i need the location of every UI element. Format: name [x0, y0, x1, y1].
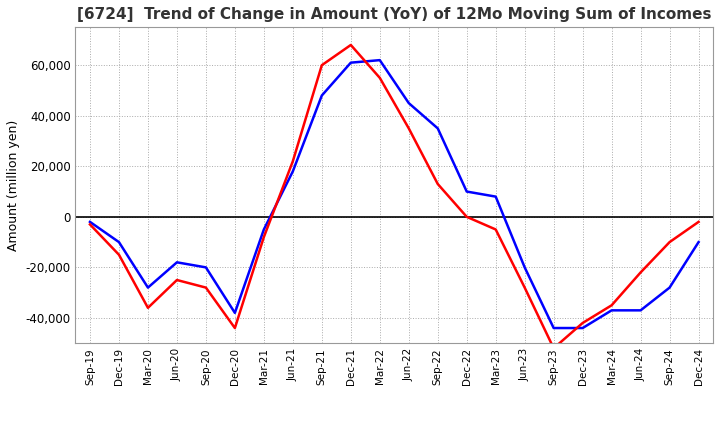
Net Income — [578, 320, 587, 326]
Net Income — [694, 219, 703, 224]
Net Income — [259, 235, 268, 240]
Line: Net Income: Net Income — [90, 45, 698, 348]
Ordinary Income — [578, 326, 587, 331]
Net Income — [289, 158, 297, 164]
Ordinary Income — [230, 310, 239, 315]
Net Income — [318, 62, 326, 68]
Ordinary Income — [405, 100, 413, 106]
Net Income — [491, 227, 500, 232]
Ordinary Income — [636, 308, 645, 313]
Ordinary Income — [143, 285, 152, 290]
Ordinary Income — [346, 60, 355, 65]
Net Income — [665, 239, 674, 245]
Net Income — [549, 345, 558, 351]
Ordinary Income — [607, 308, 616, 313]
Title: [6724]  Trend of Change in Amount (YoY) of 12Mo Moving Sum of Incomes: [6724] Trend of Change in Amount (YoY) o… — [77, 7, 711, 22]
Ordinary Income — [289, 169, 297, 174]
Net Income — [405, 126, 413, 131]
Net Income — [173, 277, 181, 282]
Net Income — [143, 305, 152, 311]
Net Income — [86, 222, 94, 227]
Net Income — [462, 214, 471, 220]
Y-axis label: Amount (million yen): Amount (million yen) — [7, 120, 20, 251]
Net Income — [202, 285, 210, 290]
Net Income — [230, 326, 239, 331]
Net Income — [114, 252, 123, 257]
Ordinary Income — [86, 219, 94, 224]
Net Income — [636, 270, 645, 275]
Ordinary Income — [694, 239, 703, 245]
Ordinary Income — [202, 265, 210, 270]
Ordinary Income — [375, 58, 384, 63]
Net Income — [433, 181, 442, 187]
Ordinary Income — [318, 93, 326, 98]
Net Income — [346, 42, 355, 48]
Ordinary Income — [433, 126, 442, 131]
Ordinary Income — [173, 260, 181, 265]
Ordinary Income — [549, 326, 558, 331]
Net Income — [521, 285, 529, 290]
Ordinary Income — [259, 227, 268, 232]
Ordinary Income — [521, 265, 529, 270]
Ordinary Income — [665, 285, 674, 290]
Ordinary Income — [114, 239, 123, 245]
Ordinary Income — [462, 189, 471, 194]
Ordinary Income — [491, 194, 500, 199]
Net Income — [607, 303, 616, 308]
Net Income — [375, 75, 384, 81]
Line: Ordinary Income: Ordinary Income — [90, 60, 698, 328]
